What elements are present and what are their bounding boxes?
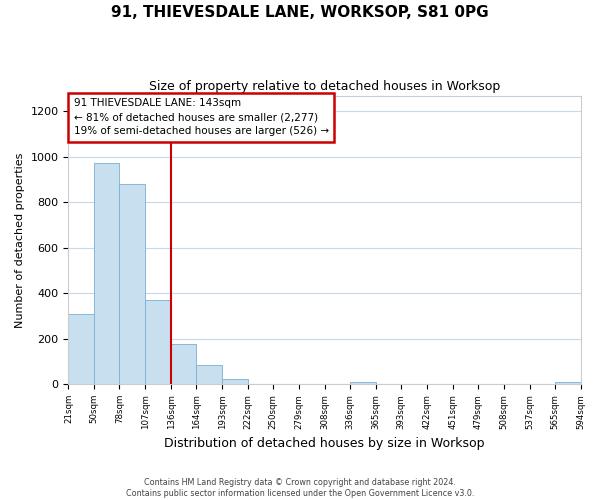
- Bar: [171, 344, 196, 384]
- Text: 91 THIEVESDALE LANE: 143sqm
← 81% of detached houses are smaller (2,277)
19% of : 91 THIEVESDALE LANE: 143sqm ← 81% of det…: [74, 98, 329, 136]
- Bar: [350, 382, 376, 384]
- Bar: [94, 162, 119, 384]
- Bar: [196, 366, 222, 384]
- X-axis label: Distribution of detached houses by size in Worksop: Distribution of detached houses by size …: [164, 437, 485, 450]
- Text: Contains HM Land Registry data © Crown copyright and database right 2024.
Contai: Contains HM Land Registry data © Crown c…: [126, 478, 474, 498]
- Bar: [222, 379, 248, 384]
- Text: 91, THIEVESDALE LANE, WORKSOP, S81 0PG: 91, THIEVESDALE LANE, WORKSOP, S81 0PG: [111, 5, 489, 20]
- Bar: [145, 300, 171, 384]
- Bar: [119, 184, 145, 384]
- Title: Size of property relative to detached houses in Worksop: Size of property relative to detached ho…: [149, 80, 500, 93]
- Y-axis label: Number of detached properties: Number of detached properties: [15, 152, 25, 328]
- Bar: [68, 314, 94, 384]
- Bar: [554, 382, 581, 384]
